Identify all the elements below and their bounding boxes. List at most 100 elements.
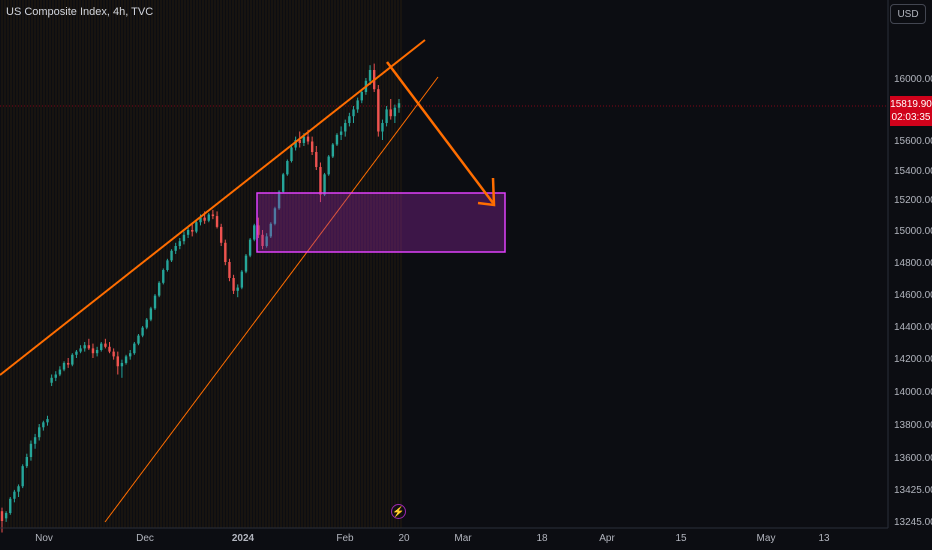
candle bbox=[240, 270, 244, 290]
candle bbox=[385, 106, 388, 127]
candle bbox=[344, 119, 347, 137]
candle bbox=[33, 433, 37, 449]
time-tick-label: Feb bbox=[336, 533, 354, 544]
candle bbox=[112, 348, 115, 360]
candle bbox=[327, 155, 330, 176]
lightning-icon[interactable]: ⚡ bbox=[391, 504, 406, 519]
candle bbox=[58, 366, 62, 377]
candle bbox=[79, 345, 82, 354]
price-tick-label: 15200.00 bbox=[894, 195, 932, 206]
candle bbox=[294, 136, 297, 151]
forecast-arrowhead bbox=[477, 177, 496, 207]
candle bbox=[153, 294, 157, 310]
candle bbox=[141, 326, 144, 338]
candle bbox=[397, 99, 401, 113]
candle bbox=[356, 97, 359, 113]
candle bbox=[87, 338, 91, 350]
price-tick-label: 13600.00 bbox=[894, 453, 932, 464]
candle bbox=[124, 354, 128, 365]
candle bbox=[91, 343, 95, 358]
channel-upper-line[interactable] bbox=[0, 39, 426, 376]
candle bbox=[54, 371, 57, 382]
candle bbox=[228, 258, 231, 282]
candle bbox=[319, 162, 322, 203]
price-tick-label: 14800.00 bbox=[894, 258, 932, 269]
candle bbox=[108, 342, 111, 354]
candle bbox=[389, 99, 392, 120]
candle bbox=[310, 136, 314, 155]
price-tick-label: 13425.00 bbox=[894, 485, 932, 496]
candle bbox=[174, 242, 177, 254]
price-tick-label: 14200.00 bbox=[894, 354, 932, 365]
session-shading bbox=[1, 0, 402, 528]
currency-button[interactable]: USD bbox=[890, 4, 926, 24]
candle bbox=[224, 239, 227, 266]
candle bbox=[377, 85, 380, 137]
candle bbox=[95, 346, 99, 357]
candle bbox=[232, 274, 235, 294]
candle bbox=[137, 334, 140, 346]
candle bbox=[149, 306, 153, 322]
candle bbox=[21, 464, 24, 489]
candle bbox=[244, 254, 248, 274]
last-price-tag: 15819.90 02:03:35 bbox=[890, 96, 932, 126]
candle bbox=[17, 484, 20, 497]
candle bbox=[66, 358, 70, 368]
price-tick-label: 14600.00 bbox=[894, 290, 932, 301]
candle bbox=[315, 146, 318, 170]
candle bbox=[286, 159, 289, 176]
candle bbox=[381, 119, 384, 140]
candles bbox=[0, 63, 401, 533]
candle bbox=[46, 415, 49, 426]
candle bbox=[273, 206, 277, 226]
candle bbox=[290, 146, 293, 163]
candle bbox=[133, 342, 136, 355]
candle bbox=[335, 133, 339, 146]
candle bbox=[104, 338, 107, 349]
candle bbox=[100, 342, 103, 352]
candle bbox=[257, 217, 260, 238]
chart-title: US Composite Index, 4h, TVC bbox=[6, 6, 154, 18]
candle bbox=[186, 226, 190, 238]
time-tick-label: 2024 bbox=[232, 533, 255, 544]
last-price-value: 15819.90 bbox=[890, 99, 932, 110]
candle bbox=[83, 342, 86, 352]
candle bbox=[339, 126, 343, 140]
candle bbox=[116, 351, 119, 375]
forecast-arrow[interactable] bbox=[386, 61, 494, 204]
price-tick-label: 15600.00 bbox=[894, 136, 932, 147]
price-tick-label: 14400.00 bbox=[894, 322, 932, 333]
candle bbox=[191, 223, 194, 237]
candle bbox=[75, 350, 78, 358]
candle bbox=[211, 209, 215, 220]
candle bbox=[360, 89, 363, 104]
candle bbox=[393, 104, 397, 123]
time-tick-label: 15 bbox=[675, 533, 687, 544]
candle bbox=[62, 361, 66, 372]
price-tick-label: 16000.00 bbox=[894, 74, 932, 85]
candle bbox=[323, 172, 326, 197]
candle bbox=[25, 453, 29, 468]
channel-lower-line[interactable] bbox=[104, 76, 439, 523]
candle bbox=[120, 359, 124, 378]
countdown-timer: 02:03:35 bbox=[891, 112, 931, 123]
candle bbox=[166, 258, 169, 272]
price-tick-label: 15000.00 bbox=[894, 226, 932, 237]
candle bbox=[248, 238, 252, 258]
time-axis[interactable]: Nov Dec 2024 Feb 20 Mar 18 Apr 15 May 13 bbox=[35, 533, 830, 544]
candle bbox=[368, 65, 372, 85]
price-tick-label: 14000.00 bbox=[894, 387, 932, 398]
candle bbox=[348, 112, 351, 127]
time-tick-label: 20 bbox=[398, 533, 410, 544]
candle bbox=[261, 230, 264, 250]
candle bbox=[42, 420, 45, 431]
candle bbox=[4, 511, 8, 522]
candle bbox=[38, 424, 41, 441]
candle bbox=[170, 249, 173, 262]
candle bbox=[50, 374, 53, 387]
target-zone-box[interactable] bbox=[256, 192, 506, 253]
candle bbox=[145, 318, 148, 330]
candle bbox=[195, 220, 198, 234]
time-tick-label: 13 bbox=[818, 533, 830, 544]
